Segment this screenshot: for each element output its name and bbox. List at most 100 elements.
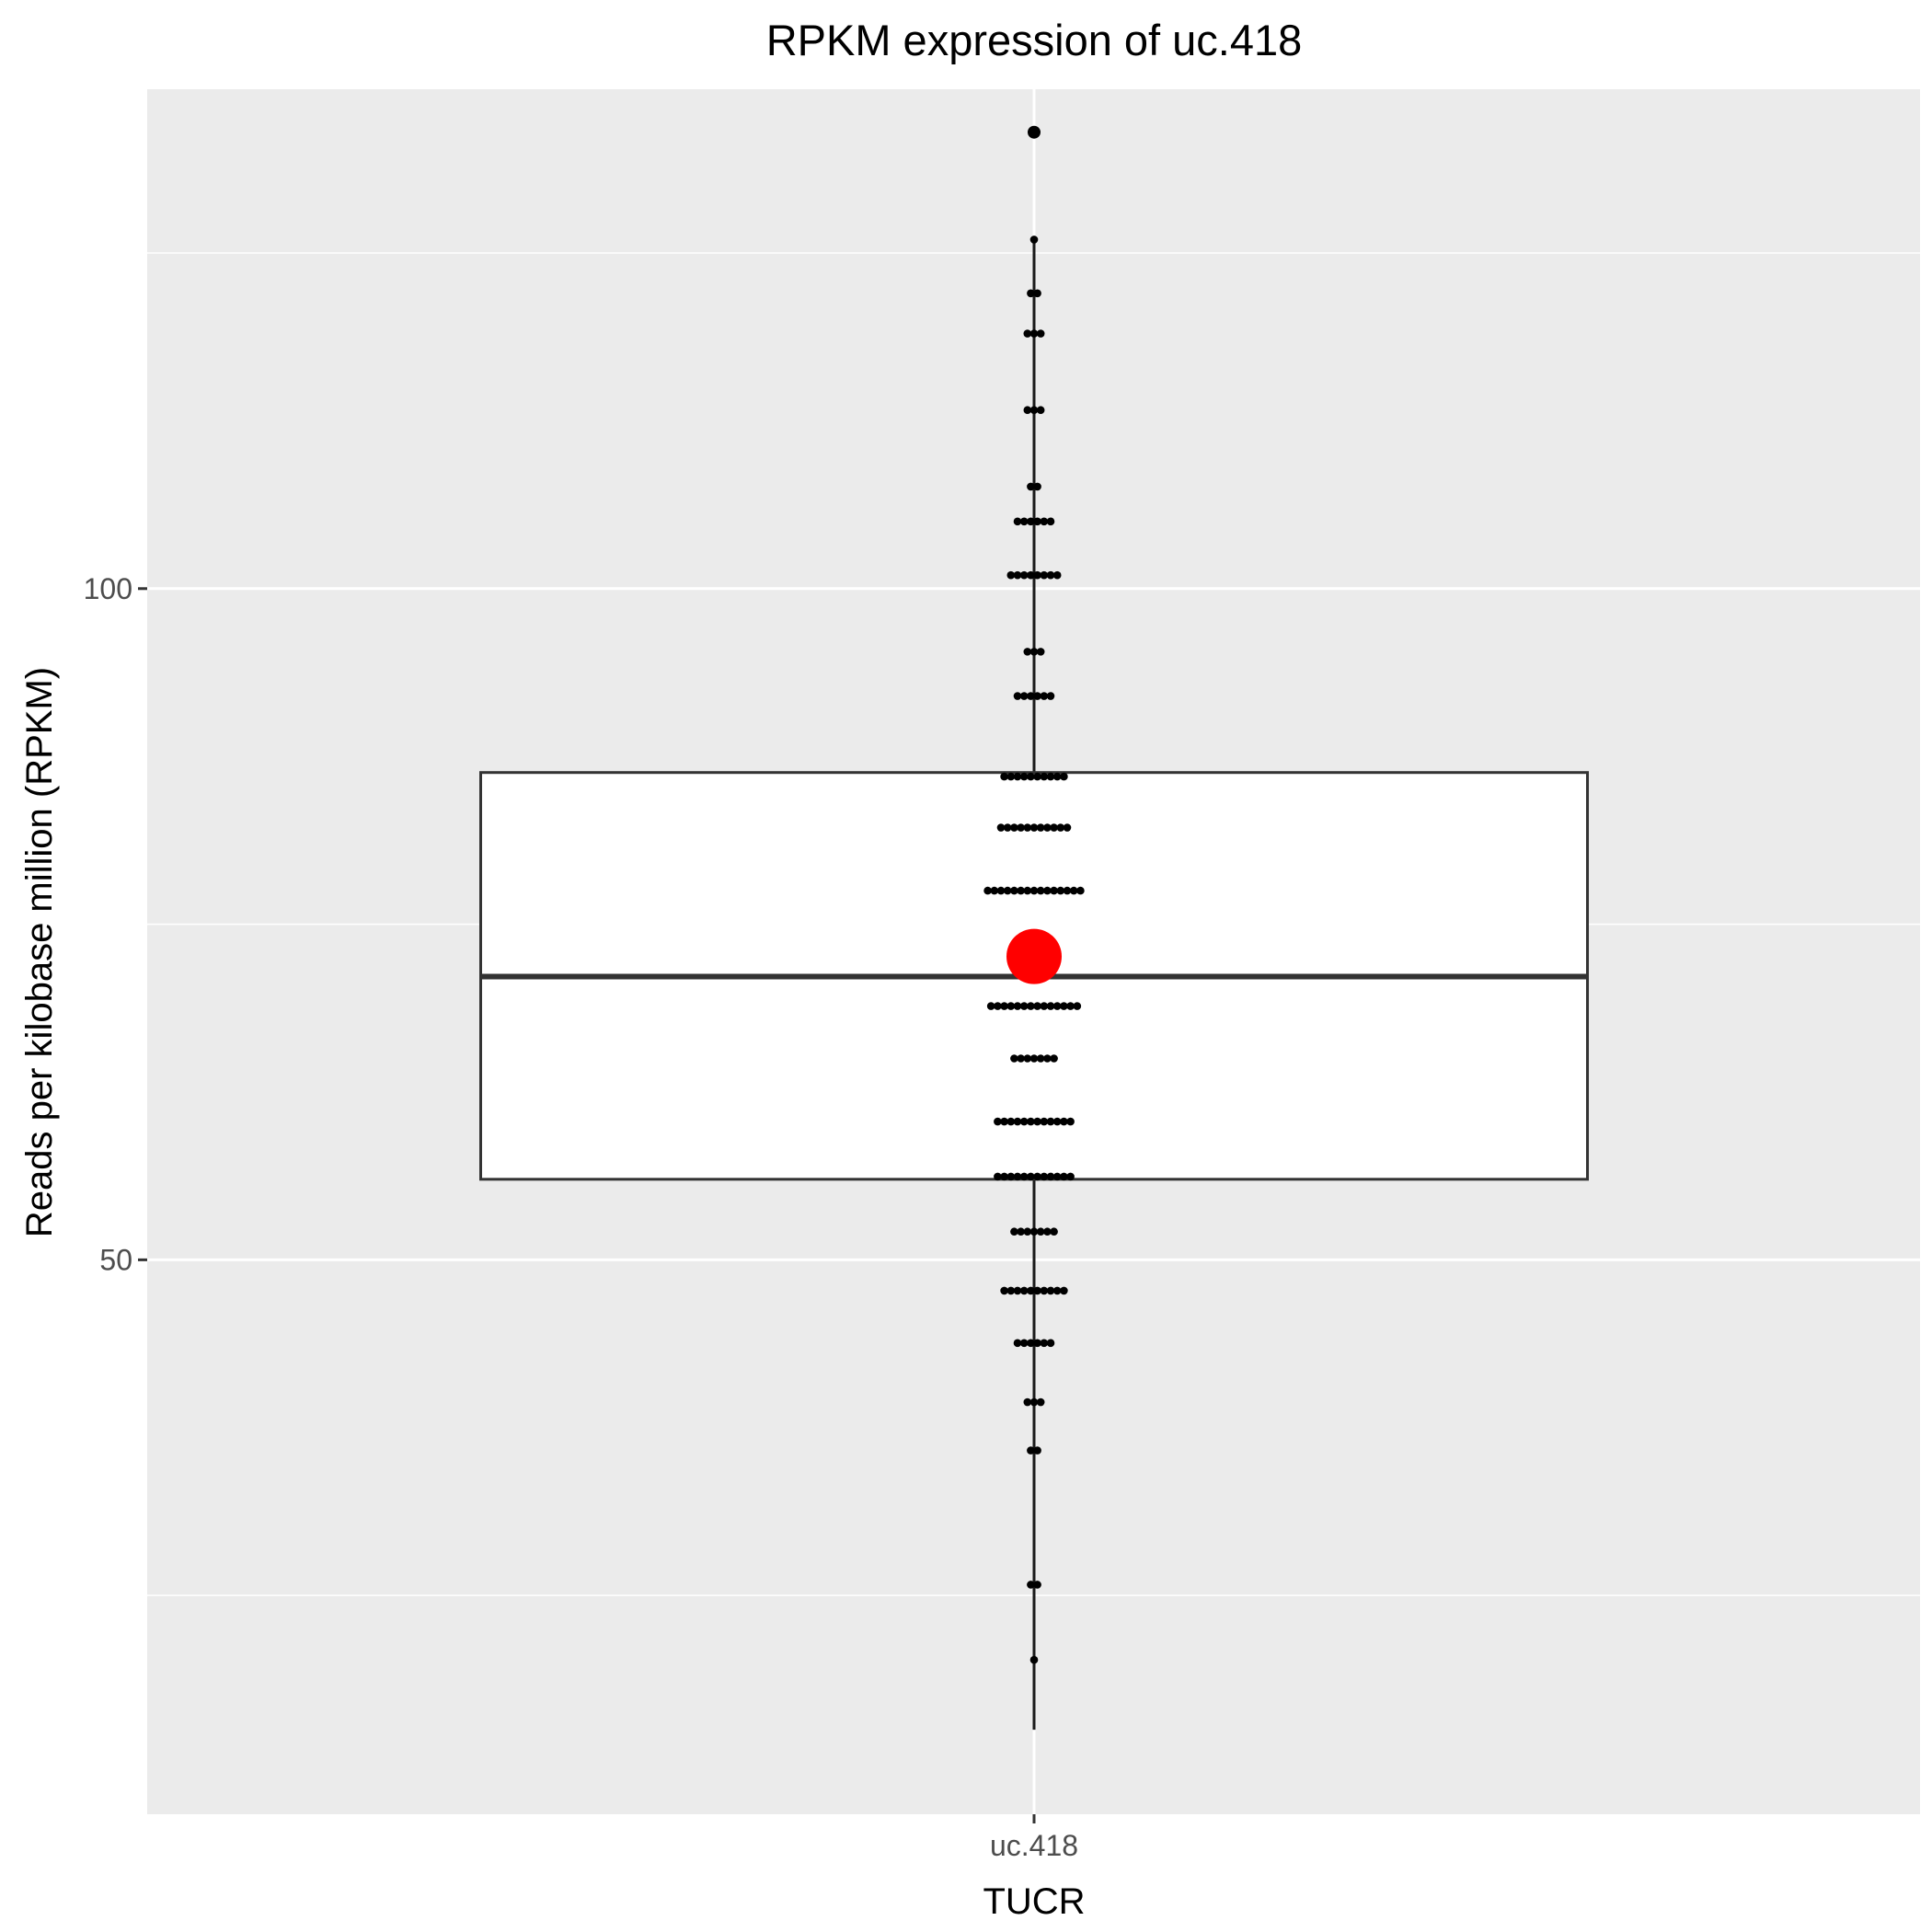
data-point bbox=[1013, 570, 1022, 580]
data-point bbox=[1019, 517, 1029, 526]
data-point bbox=[996, 886, 1006, 895]
data-point bbox=[1050, 886, 1058, 895]
data-point bbox=[1017, 823, 1025, 832]
data-point bbox=[1023, 1054, 1032, 1063]
data-point bbox=[1019, 1172, 1029, 1181]
data-point bbox=[1029, 1227, 1039, 1236]
data-point bbox=[1027, 517, 1035, 526]
data-point bbox=[1000, 1172, 1008, 1181]
data-point bbox=[1013, 692, 1022, 700]
data-point bbox=[1033, 1446, 1041, 1455]
data-point bbox=[1027, 570, 1035, 580]
data-point bbox=[1006, 772, 1016, 781]
data-point bbox=[1013, 1339, 1022, 1348]
data-point bbox=[1027, 289, 1035, 298]
data-point bbox=[1052, 1172, 1062, 1181]
data-point bbox=[1033, 289, 1041, 298]
data-point bbox=[1006, 570, 1016, 580]
chart-title: RPKM expression of uc.418 bbox=[766, 16, 1303, 64]
x-axis-title: TUCR bbox=[983, 1881, 1085, 1922]
data-point bbox=[1066, 1172, 1075, 1181]
data-point bbox=[1052, 1286, 1062, 1295]
data-point bbox=[1006, 1286, 1016, 1295]
data-point bbox=[1033, 1581, 1041, 1589]
data-point bbox=[1006, 1002, 1016, 1010]
data-point bbox=[1019, 1002, 1029, 1010]
data-point bbox=[1046, 772, 1055, 781]
data-point bbox=[1033, 1286, 1041, 1295]
data-point bbox=[1036, 1054, 1045, 1063]
data-point bbox=[1040, 1117, 1049, 1126]
data-point bbox=[1033, 1002, 1041, 1010]
data-point bbox=[1029, 1397, 1039, 1407]
data-point bbox=[1036, 1227, 1045, 1236]
data-point bbox=[1013, 517, 1022, 526]
data-point bbox=[1013, 1286, 1022, 1295]
y-axis: 50 100 bbox=[84, 572, 147, 1276]
data-point bbox=[1040, 1172, 1049, 1181]
data-point bbox=[1017, 1054, 1025, 1063]
data-point bbox=[1063, 886, 1072, 895]
data-point bbox=[1050, 1054, 1058, 1063]
data-point bbox=[1019, 692, 1029, 700]
data-point bbox=[1060, 1172, 1068, 1181]
data-point bbox=[1036, 406, 1045, 415]
data-point bbox=[1040, 1286, 1049, 1295]
data-point bbox=[1060, 1002, 1068, 1010]
data-point bbox=[1060, 1117, 1068, 1126]
data-point bbox=[1040, 692, 1049, 700]
data-point bbox=[1056, 886, 1065, 895]
data-point bbox=[994, 1172, 1002, 1181]
data-point bbox=[1040, 517, 1049, 526]
data-point bbox=[1043, 1227, 1052, 1236]
data-point bbox=[1033, 517, 1041, 526]
data-point bbox=[1000, 1002, 1008, 1010]
data-point bbox=[1027, 1446, 1035, 1455]
data-point bbox=[1050, 823, 1058, 832]
data-point bbox=[1060, 772, 1068, 781]
data-point bbox=[1033, 570, 1041, 580]
data-point bbox=[1019, 772, 1029, 781]
data-point bbox=[1029, 823, 1039, 832]
data-point bbox=[1029, 1655, 1039, 1664]
data-point bbox=[1000, 1286, 1008, 1295]
y-axis-title: Reads per kilobase million (RPKM) bbox=[19, 667, 60, 1237]
data-point bbox=[1043, 823, 1052, 832]
data-point bbox=[1040, 1002, 1049, 1010]
data-point bbox=[1023, 329, 1032, 338]
data-point bbox=[983, 886, 992, 895]
y-tick-label: 50 bbox=[99, 1243, 132, 1276]
data-point bbox=[1073, 1002, 1082, 1010]
data-point bbox=[1076, 886, 1085, 895]
data-point bbox=[1046, 1339, 1055, 1348]
data-point bbox=[1019, 1117, 1029, 1126]
data-point bbox=[1006, 1172, 1016, 1181]
data-point bbox=[1023, 886, 1032, 895]
data-points bbox=[983, 128, 1085, 1664]
data-point bbox=[1027, 1002, 1035, 1010]
y-tick-label: 100 bbox=[84, 572, 132, 605]
data-point bbox=[1010, 1227, 1018, 1236]
data-point bbox=[1013, 1002, 1022, 1010]
data-point bbox=[1046, 1117, 1055, 1126]
data-point bbox=[1066, 1002, 1075, 1010]
data-point bbox=[1052, 1002, 1062, 1010]
data-point bbox=[1010, 823, 1018, 832]
data-point bbox=[1029, 236, 1039, 244]
data-point bbox=[1013, 772, 1022, 781]
data-point bbox=[1027, 1286, 1035, 1295]
data-point bbox=[1029, 886, 1039, 895]
data-point bbox=[1033, 1172, 1041, 1181]
data-point bbox=[1060, 1286, 1068, 1295]
data-point bbox=[1033, 692, 1041, 700]
mean-point bbox=[1006, 928, 1062, 984]
data-point bbox=[1052, 1117, 1062, 1126]
data-point bbox=[1010, 1054, 1018, 1063]
data-point bbox=[1000, 1117, 1008, 1126]
data-point bbox=[1029, 406, 1039, 415]
data-point bbox=[1023, 648, 1032, 656]
data-point bbox=[1027, 1117, 1035, 1126]
data-point bbox=[1036, 329, 1045, 338]
data-point bbox=[1000, 772, 1008, 781]
